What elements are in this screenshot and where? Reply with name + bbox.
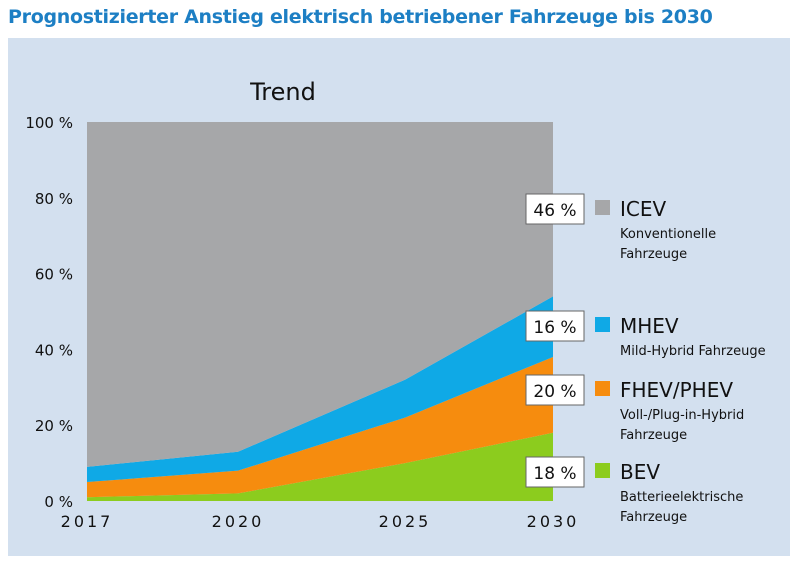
legend-description-fhev-phev: Fahrzeuge [620,428,687,443]
y-tick-label: 80 % [35,190,73,208]
legend-description-fhev-phev: Voll-/Plug-in-Hybrid [620,408,744,423]
value-label-bev: 18 % [533,464,576,484]
area-mhev [87,296,553,483]
area-icev [87,122,553,467]
area-fhev-phev [87,356,553,498]
area-bev [87,432,553,501]
value-label-icev: 46 % [533,201,576,221]
page-title: Prognostizierter Anstieg elektrisch betr… [8,6,713,28]
y-tick-label: 60 % [35,266,73,284]
legend-description-bev: Fahrzeuge [620,510,687,525]
legend-name-mhev: MHEV [620,314,679,338]
chart-title: Trend [249,78,316,106]
x-tick-label: 2017 [61,512,114,531]
value-label-box-fhev-phev [525,374,585,406]
legend-name-bev: BEV [620,460,660,484]
y-tick-label: 20 % [35,417,73,435]
legend-description-icev: Konventionelle [620,227,716,242]
y-tick-label: 40 % [35,341,73,359]
value-label-fhev-phev: 20 % [533,382,576,402]
legend-description-icev: Fahrzeuge [620,247,687,262]
value-label-mhev: 16 % [533,318,576,338]
value-label-box-icev [525,193,585,225]
legend-name-fhev-phev: FHEV/PHEV [620,378,733,402]
x-tick-label: 2030 [527,512,580,531]
y-tick-label: 0 % [44,493,73,511]
legend-description-bev: Batterieelektrische [620,490,743,505]
legend-swatch-icev [595,200,610,215]
value-label-box-bev [525,456,585,488]
x-tick-label: 2020 [212,512,265,531]
legend-description-mhev: Mild-Hybrid Fahrzeuge [620,344,766,359]
legend-name-icev: ICEV [620,197,667,221]
x-tick-label: 2025 [379,512,432,531]
y-tick-label: 100 % [25,114,73,132]
value-label-box-mhev [525,310,585,342]
legend-swatch-mhev [595,317,610,332]
legend-swatch-bev [595,463,610,478]
legend-swatch-fhev-phev [595,381,610,396]
